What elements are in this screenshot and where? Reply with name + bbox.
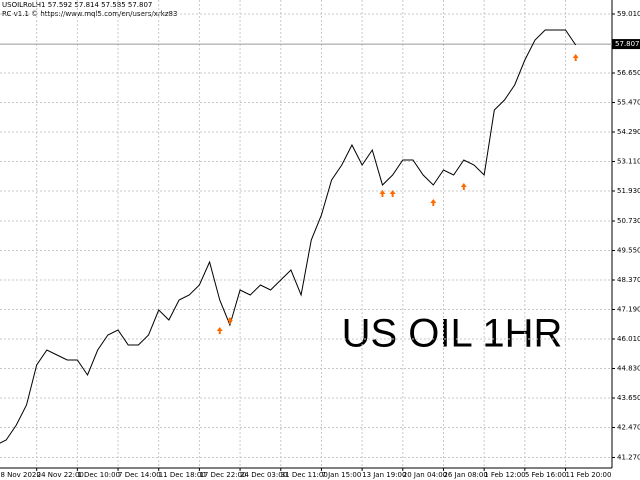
y-tick-label: 55.470 — [617, 99, 640, 107]
y-tick-label: 59.010 — [617, 10, 640, 18]
x-tick-label: 1 Dec 10:00 — [77, 471, 120, 479]
y-tick-label: 43.650 — [617, 394, 640, 402]
signal-arrow — [430, 199, 437, 206]
x-tick-label: 5 Feb 16:00 — [525, 471, 566, 479]
x-tick-label: 17 Dec 22:00 — [199, 471, 246, 479]
x-tick-label: 13 Jan 19:00 — [362, 471, 406, 479]
current-price-box — [612, 39, 640, 50]
y-tick-label: 46.010 — [617, 335, 640, 343]
y-tick-label: 48.370 — [617, 276, 640, 284]
x-tick-label: 7 Dec 14:00 — [118, 471, 161, 479]
signal-arrow — [572, 54, 579, 61]
x-tick-label: 7 Jan 15:00 — [321, 471, 361, 479]
y-tick-label: 50.730 — [617, 217, 640, 225]
x-tick-label: 11 Dec 18:00 — [159, 471, 206, 479]
y-tick-label: 49.550 — [617, 247, 640, 255]
price-line — [0, 29, 577, 444]
signal-arrow — [460, 183, 467, 190]
x-tick-label: 18 Nov 2020 — [0, 471, 41, 479]
y-tick-label: 54.290 — [617, 128, 640, 136]
y-tick-label: 51.930 — [617, 187, 640, 195]
x-tick-label: 24 Nov 22:00 — [37, 471, 84, 479]
signal-arrow — [216, 327, 223, 334]
y-tick-label: 56.650 — [617, 69, 640, 77]
y-tick-label: 53.110 — [617, 158, 640, 166]
x-tick-label: 24 Dec 03:00 — [240, 471, 287, 479]
y-tick-label: 41.270 — [617, 454, 640, 462]
y-tick-label: 44.830 — [617, 365, 640, 373]
x-tick-label: 31 Dec 11:00 — [281, 471, 328, 479]
signal-arrow — [389, 190, 396, 197]
signal-arrow — [226, 317, 233, 324]
x-tick-label: 1 Feb 12:00 — [484, 471, 525, 479]
annotation: US OIL 1HR — [342, 312, 563, 356]
y-tick-label: 47.190 — [617, 306, 640, 314]
signal-arrow — [379, 190, 386, 197]
current-price-label: 57.807 — [615, 40, 640, 48]
x-tick-label: 11 Feb 20:00 — [566, 471, 612, 479]
x-tick-label: 20 Jan 04:00 — [403, 471, 447, 479]
x-tick-label: 26 Jan 08:00 — [443, 471, 487, 479]
y-tick-label: 42.470 — [617, 424, 640, 432]
